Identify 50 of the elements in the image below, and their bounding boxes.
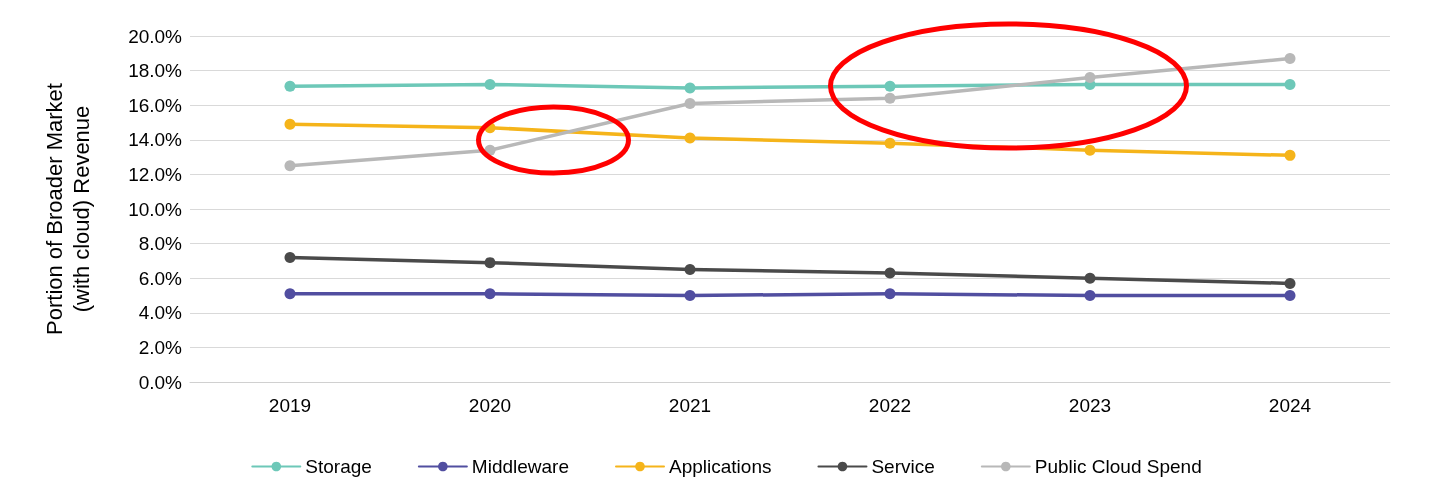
y-tick-label: 4.0% (138, 302, 183, 324)
legend-label: Storage (305, 456, 372, 477)
legend-label: Applications (669, 456, 772, 477)
point (684, 97, 696, 109)
point (484, 78, 496, 90)
x-tick-label: 2023 (1068, 395, 1112, 416)
point (284, 160, 296, 172)
point (284, 80, 296, 92)
x-tick-label: 2024 (1268, 395, 1312, 416)
y-tick-label: 20.0% (128, 25, 183, 47)
y-tick-label: 6.0% (138, 267, 183, 289)
x-tick-label: 2021 (668, 395, 712, 416)
point (884, 288, 896, 300)
y-axis-title: Portion of Broader Market (with cloud) Revenue (42, 83, 94, 335)
point (684, 264, 696, 276)
x-tick-label: 2020 (468, 395, 512, 416)
legend-label: Middleware (471, 456, 570, 477)
point (884, 92, 896, 104)
y-tick-label: 2.0% (138, 336, 183, 358)
y-tick-label: 14.0% (128, 129, 183, 151)
point (684, 132, 696, 144)
point (1284, 290, 1296, 301)
point (684, 82, 696, 94)
point (1284, 277, 1296, 289)
y-tick-label: 18.0% (128, 60, 183, 82)
point (284, 288, 296, 300)
legend-label: Service (871, 456, 935, 477)
y-tick-label: 12.0% (128, 163, 183, 185)
point (1084, 144, 1096, 156)
point (1084, 72, 1096, 84)
y-tick-label: 0.0% (138, 371, 183, 393)
point (484, 288, 496, 300)
point (284, 118, 296, 130)
point (1084, 290, 1096, 301)
y-tick-label: 8.0% (138, 233, 183, 255)
point (884, 137, 896, 149)
point (484, 257, 496, 269)
point (1284, 78, 1296, 90)
point (884, 80, 896, 92)
legend-label: Public Cloud Spend (1034, 456, 1202, 477)
point (1284, 52, 1296, 64)
x-tick-label: 2022 (868, 395, 912, 416)
point (1084, 272, 1096, 284)
y-tick-label: 10.0% (128, 198, 183, 220)
point (884, 267, 896, 279)
point (1284, 149, 1296, 161)
point (284, 251, 296, 263)
x-tick-label: 2019 (268, 395, 312, 416)
y-tick-label: 16.0% (128, 94, 183, 116)
point (684, 290, 696, 301)
